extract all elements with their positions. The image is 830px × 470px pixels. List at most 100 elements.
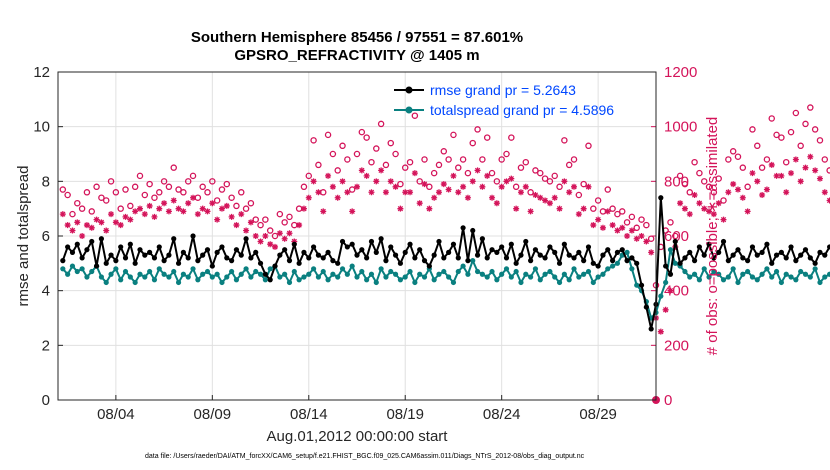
obs-assimilated-point <box>223 202 230 209</box>
rmse-point <box>320 255 326 261</box>
rmse-point <box>204 247 211 253</box>
obs-assimilated-point <box>619 224 626 231</box>
obs-possible-point <box>599 208 607 215</box>
obs-possible-point <box>247 199 255 207</box>
totalspread-point <box>720 277 727 283</box>
obs-assimilated-point <box>614 227 621 234</box>
totalspread-point <box>214 271 220 277</box>
rmse-point <box>282 247 288 253</box>
obs-assimilated-point <box>715 200 722 207</box>
obs-possible-point <box>807 104 814 111</box>
totalspread-point <box>417 271 423 277</box>
rmse-point <box>373 249 379 255</box>
obs-possible-point <box>107 178 115 185</box>
obs-possible-point <box>739 164 747 171</box>
obs-possible-point <box>151 194 158 201</box>
rmse-point <box>286 258 293 264</box>
obs-assimilated-point <box>373 178 380 185</box>
totalspread-point <box>682 268 688 275</box>
totalspread-point <box>219 279 225 286</box>
rmse-point <box>706 241 712 247</box>
obs-possible-point <box>88 208 96 215</box>
rmse-point <box>161 258 167 264</box>
obs-possible-point <box>445 156 452 163</box>
totalspread-point <box>788 274 794 280</box>
obs-possible-point <box>715 175 722 182</box>
totalspread-point <box>749 274 756 280</box>
totalspread-point <box>552 274 558 280</box>
rmse-point <box>474 252 481 258</box>
obs-assimilated-point <box>339 178 346 185</box>
totalspread-point <box>229 268 235 275</box>
totalspread-point <box>769 274 775 280</box>
obs-assimilated-point <box>575 211 582 218</box>
obs-possible-point <box>416 178 423 185</box>
obs-assimilated-point <box>527 208 534 215</box>
obs-possible-point <box>180 189 187 196</box>
x-tick-label: 08/14 <box>290 406 328 423</box>
obs-assimilated-point <box>421 181 428 188</box>
grid <box>58 72 656 400</box>
rmse-point <box>344 244 350 250</box>
totalspread-point <box>349 263 355 269</box>
obs-assimilated-point <box>725 189 732 196</box>
obs-possible-point <box>136 172 144 180</box>
totalspread-point <box>725 274 731 280</box>
rmse-point <box>735 247 741 253</box>
obs-assimilated-point <box>624 233 631 239</box>
totalspread-point <box>595 274 601 280</box>
obs-assimilated-point <box>392 183 399 190</box>
obs-assimilated-point <box>354 183 360 190</box>
obs-possible-point <box>512 183 520 191</box>
totalspread-point <box>69 263 76 269</box>
obs-possible-point <box>170 164 177 171</box>
obs-assimilated-point <box>334 194 341 201</box>
totalspread-point <box>470 258 476 264</box>
obs-possible-point <box>773 131 780 139</box>
totalspread-point <box>556 279 563 286</box>
totalspread-point <box>166 274 172 280</box>
rmse-point <box>600 252 606 258</box>
totalspread-point <box>672 260 678 266</box>
totalspread-point <box>204 268 211 275</box>
rmse-point <box>108 252 114 258</box>
rmse-point <box>156 244 162 250</box>
obs-assimilated-point <box>464 194 471 201</box>
rmse-point <box>576 249 582 255</box>
obs-possible-point <box>218 186 226 193</box>
obs-possible-point <box>392 150 399 158</box>
obs-assimilated-point <box>218 205 225 212</box>
rmse-point <box>508 241 514 247</box>
rmse-point <box>532 247 539 253</box>
legend-rmse-marker <box>405 86 413 94</box>
totalspread-point <box>532 266 539 272</box>
obs-possible-point <box>382 161 390 169</box>
obs-possible-point <box>189 172 197 180</box>
obs-assimilated-point <box>599 224 606 231</box>
rmse-point <box>822 252 828 258</box>
obs-assimilated-point <box>498 183 505 190</box>
totalspread-point <box>74 268 80 275</box>
obs-possible-point <box>310 137 317 144</box>
obs-assimilated-point <box>320 208 327 215</box>
obs-assimilated-point <box>296 222 303 229</box>
rmse-point <box>812 260 818 266</box>
rmse-point <box>745 258 751 264</box>
obs-assimilated-point <box>445 186 452 193</box>
obs-assimilated-point <box>363 172 370 179</box>
obs-possible-point <box>291 221 298 229</box>
rmse-point <box>84 247 90 253</box>
totalspread-point <box>388 268 394 275</box>
totalspread-point <box>735 279 741 286</box>
rmse-point <box>402 249 408 255</box>
totalspread-point <box>383 274 389 280</box>
totalspread-point <box>233 277 240 283</box>
totalspread-point <box>745 268 751 275</box>
totalspread-point <box>291 268 297 275</box>
rmse-point <box>827 244 830 250</box>
totalspread-point <box>614 260 621 266</box>
totalspread-point <box>277 274 283 280</box>
rmse-point <box>807 255 813 261</box>
rmse-point <box>349 241 355 247</box>
